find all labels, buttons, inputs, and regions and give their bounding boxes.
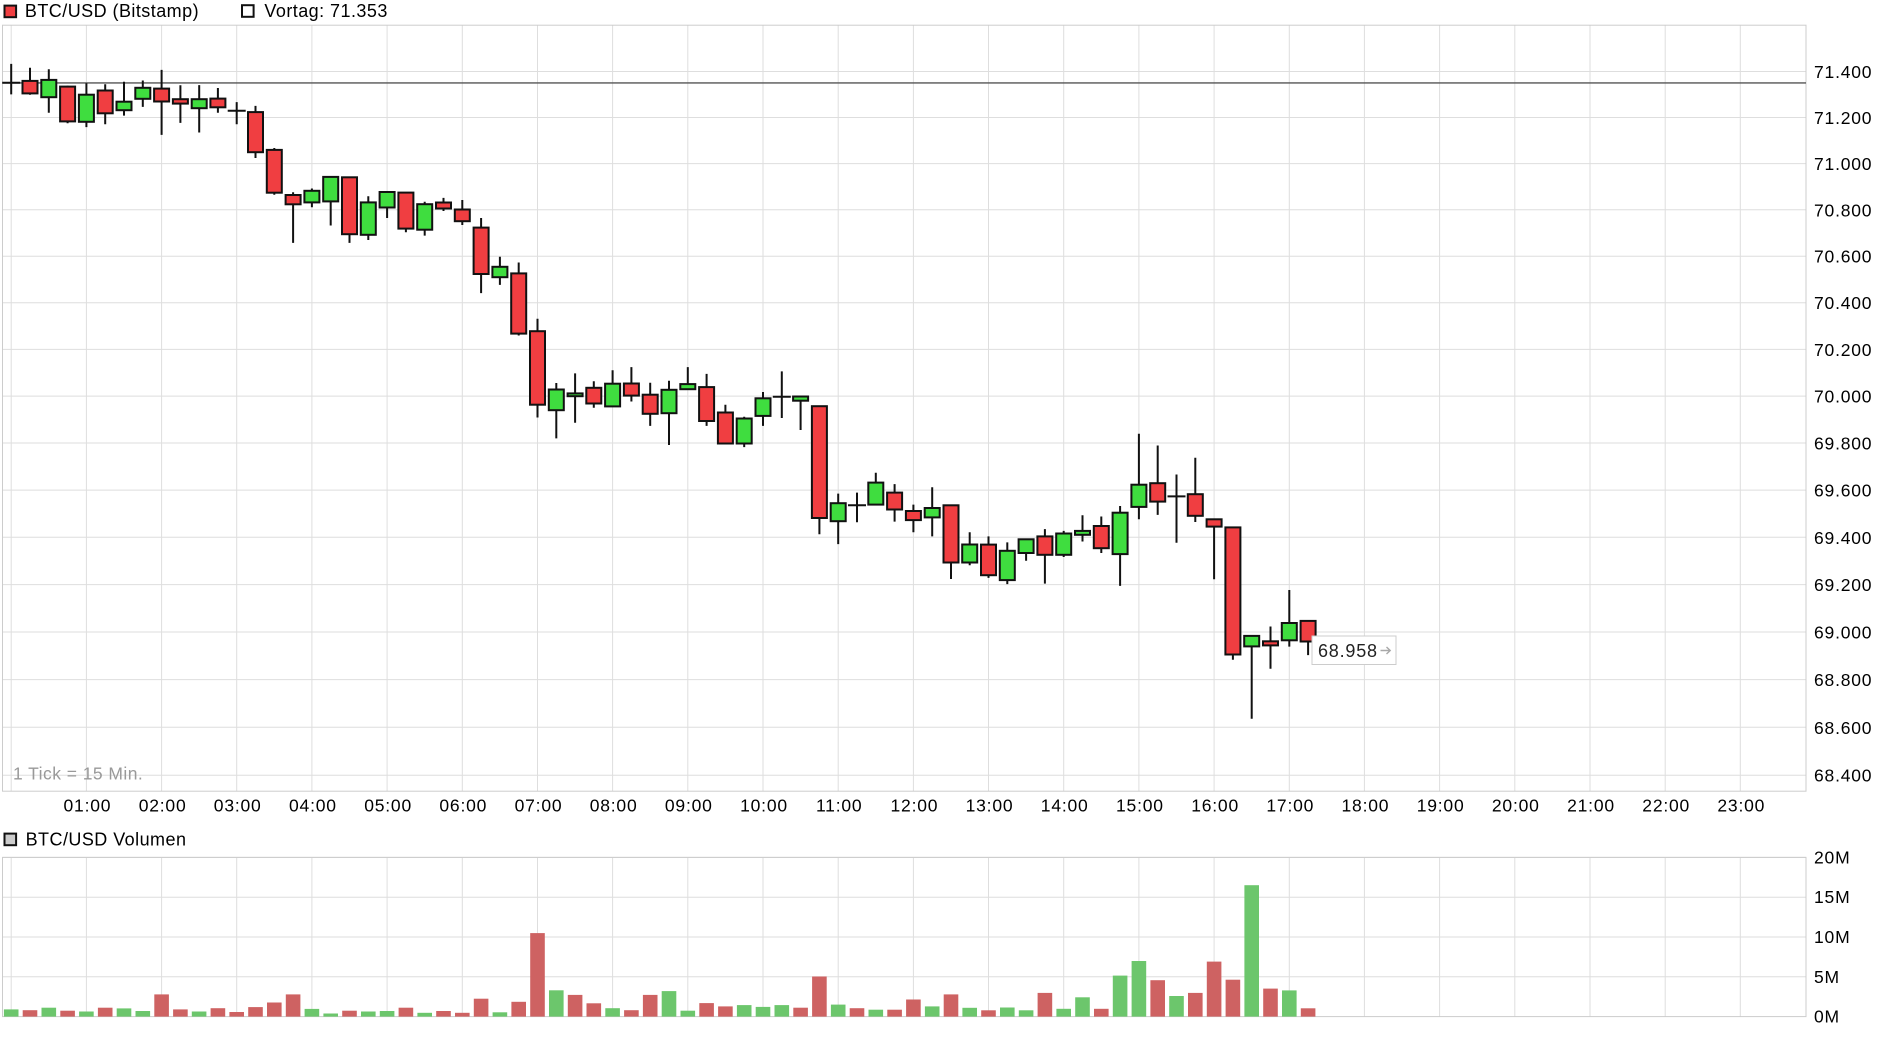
svg-text:70.200: 70.200 [1814,340,1872,360]
svg-text:14:00: 14:00 [1041,796,1089,816]
svg-text:16:00: 16:00 [1191,796,1239,816]
svg-text:Vortag: 71.353: Vortag: 71.353 [264,1,387,21]
svg-text:5M: 5M [1814,967,1840,987]
svg-text:06:00: 06:00 [439,796,487,816]
svg-text:18:00: 18:00 [1342,796,1390,816]
svg-text:10M: 10M [1814,927,1850,947]
svg-text:03:00: 03:00 [214,796,262,816]
svg-text:15M: 15M [1814,887,1850,907]
svg-text:17:00: 17:00 [1266,796,1314,816]
svg-text:70.600: 70.600 [1814,247,1872,267]
svg-text:71.200: 71.200 [1814,108,1872,128]
svg-text:BTC/USD (Bitstamp): BTC/USD (Bitstamp) [25,1,199,21]
svg-text:23:00: 23:00 [1717,796,1765,816]
svg-text:22:00: 22:00 [1642,796,1690,816]
svg-text:69.600: 69.600 [1814,481,1872,501]
svg-text:02:00: 02:00 [139,796,187,816]
svg-text:20M: 20M [1814,847,1850,867]
svg-text:70.000: 70.000 [1814,387,1872,407]
svg-text:05:00: 05:00 [364,796,412,816]
svg-text:13:00: 13:00 [966,796,1014,816]
svg-text:71.000: 71.000 [1814,154,1872,174]
svg-text:BTC/USD Volumen: BTC/USD Volumen [26,829,187,849]
svg-text:68.600: 68.600 [1814,718,1872,738]
svg-text:68.400: 68.400 [1814,766,1872,786]
svg-text:01:00: 01:00 [64,796,112,816]
svg-text:10:00: 10:00 [740,796,788,816]
svg-text:09:00: 09:00 [665,796,713,816]
svg-text:07:00: 07:00 [515,796,563,816]
svg-text:12:00: 12:00 [891,796,939,816]
svg-text:21:00: 21:00 [1567,796,1615,816]
svg-text:19:00: 19:00 [1417,796,1465,816]
svg-text:04:00: 04:00 [289,796,337,816]
svg-text:69.200: 69.200 [1814,575,1872,595]
svg-text:68.958: 68.958 [1318,641,1378,661]
svg-text:1 Tick = 15 Min.: 1 Tick = 15 Min. [13,764,143,784]
svg-text:68.800: 68.800 [1814,670,1872,690]
svg-text:08:00: 08:00 [590,796,638,816]
svg-text:69.400: 69.400 [1814,528,1872,548]
svg-text:20:00: 20:00 [1492,796,1540,816]
svg-text:70.800: 70.800 [1814,200,1872,220]
svg-text:15:00: 15:00 [1116,796,1164,816]
svg-text:70.400: 70.400 [1814,293,1872,313]
svg-text:71.400: 71.400 [1814,62,1872,82]
svg-text:11:00: 11:00 [816,796,863,816]
svg-text:69.000: 69.000 [1814,623,1872,643]
svg-text:0M: 0M [1814,1007,1840,1027]
svg-text:69.800: 69.800 [1814,434,1872,454]
